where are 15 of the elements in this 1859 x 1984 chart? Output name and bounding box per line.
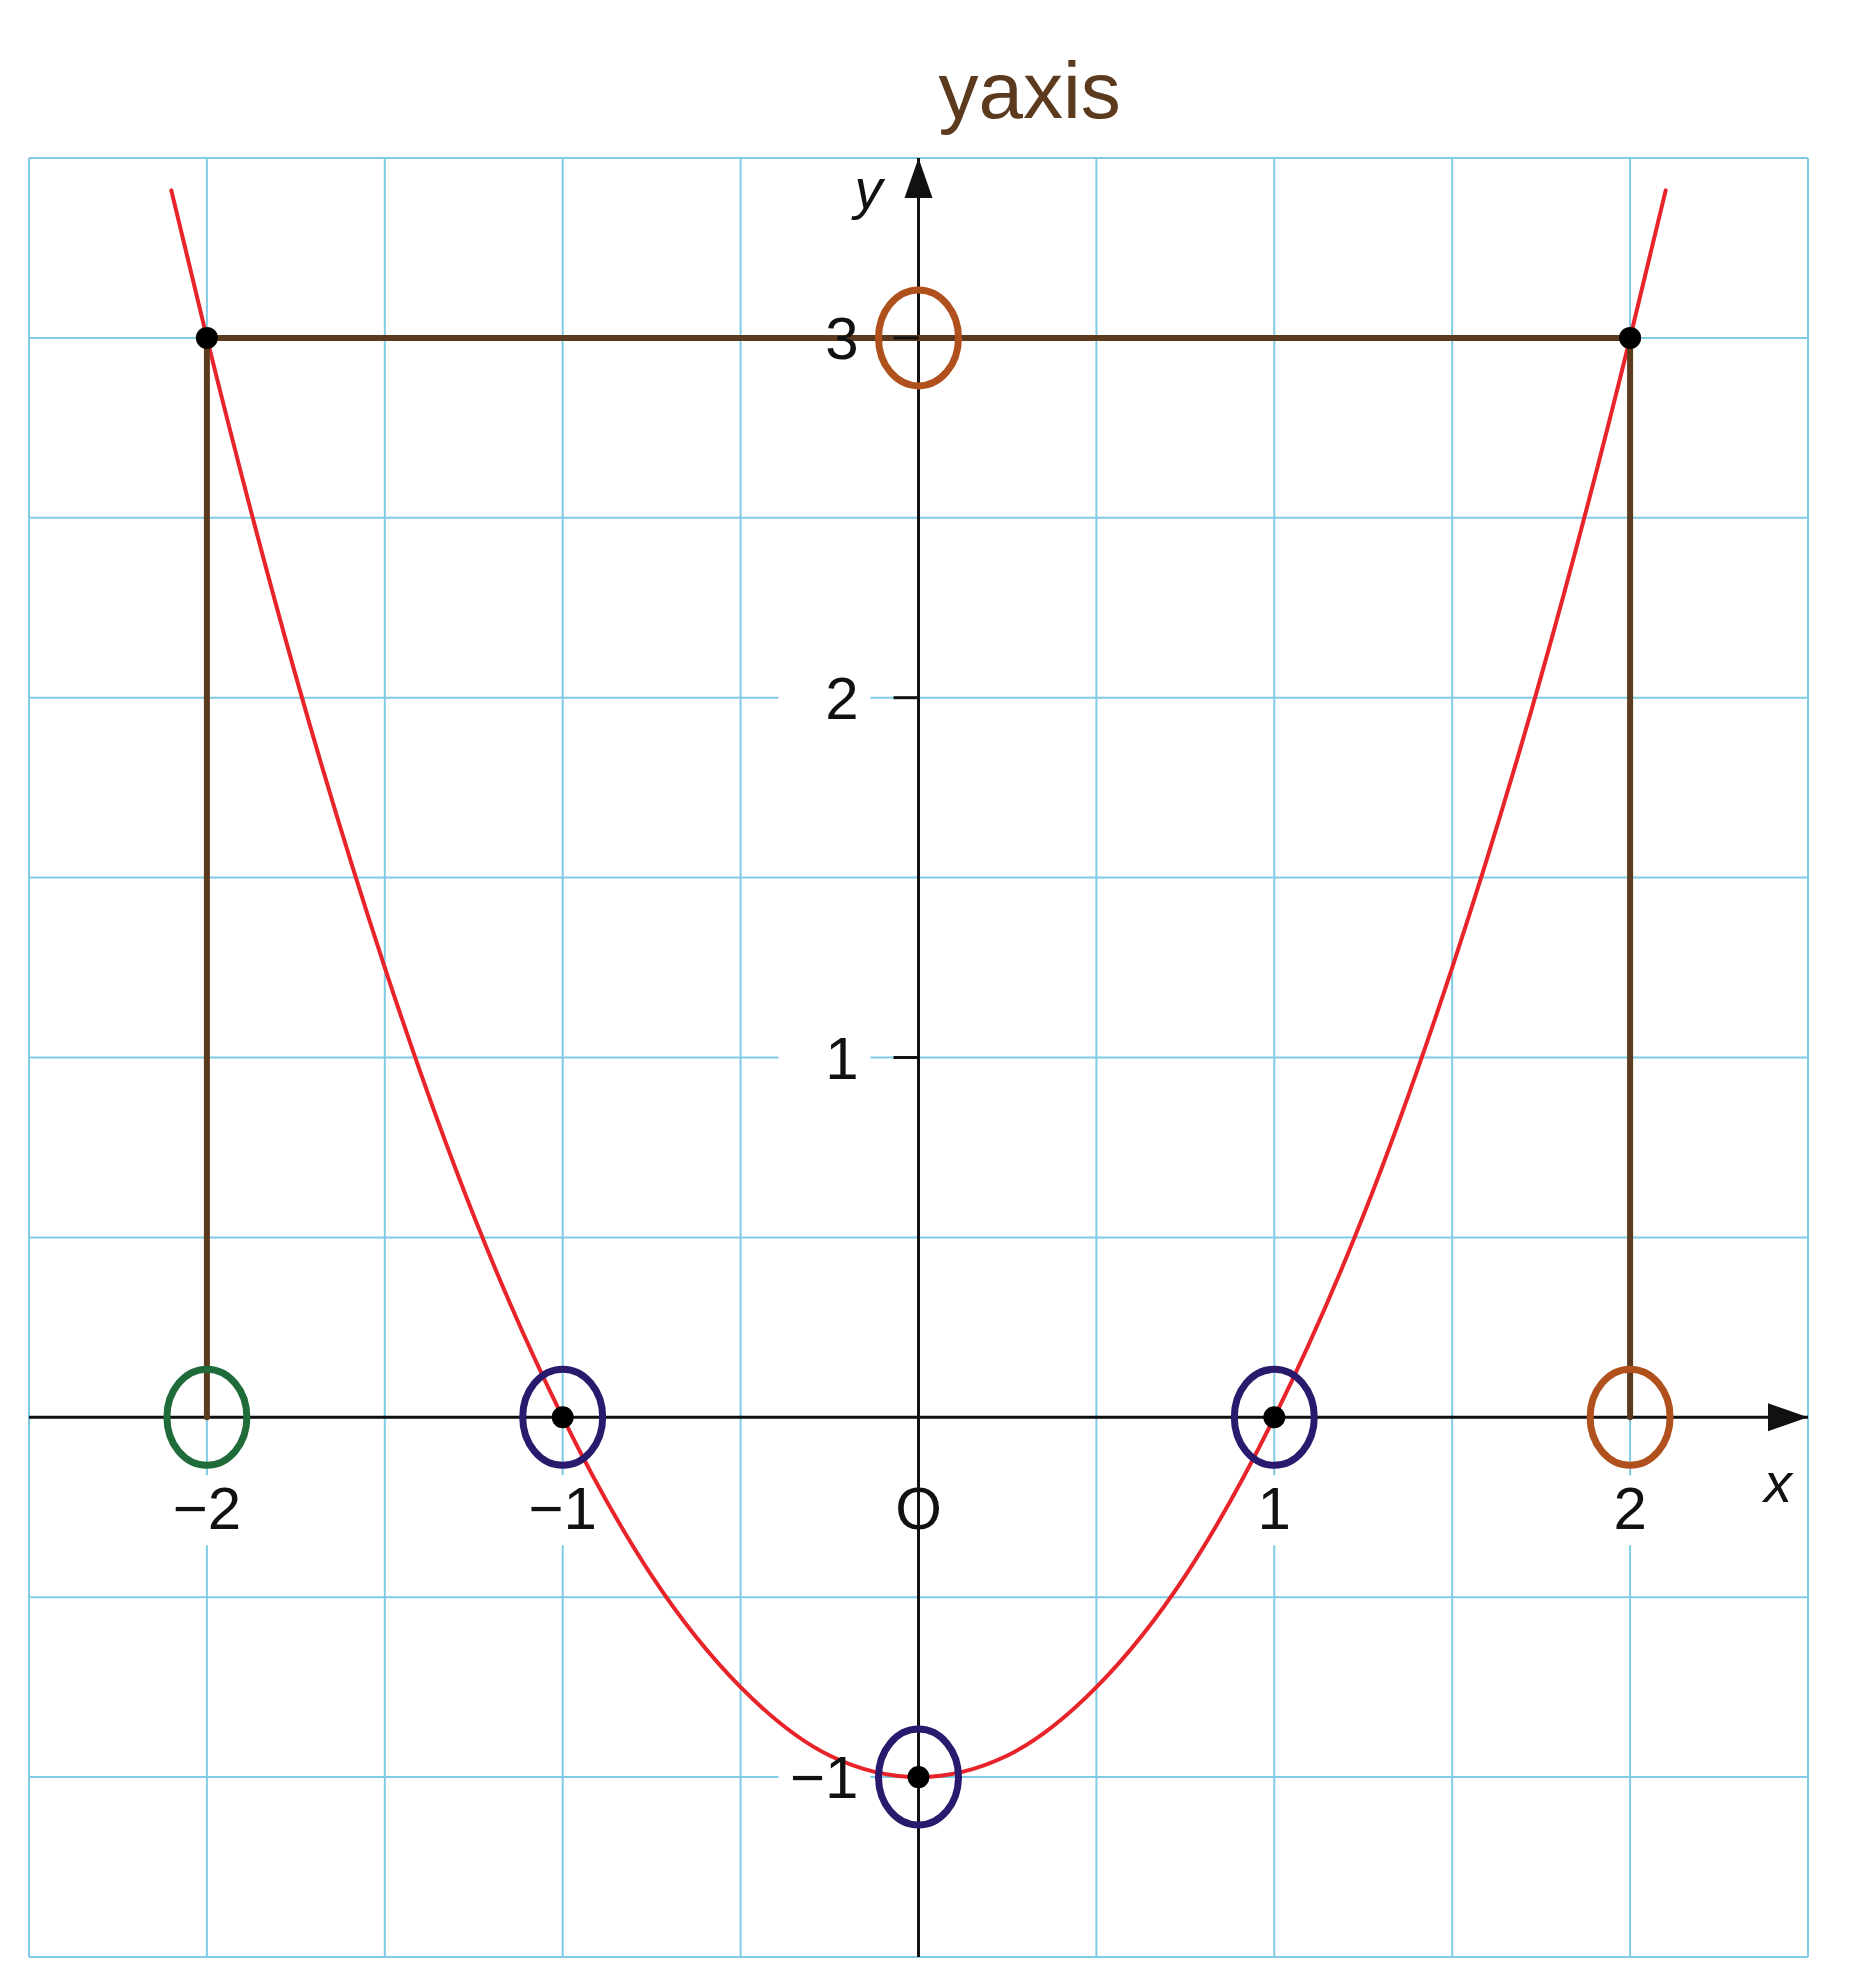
point — [907, 1766, 930, 1789]
x-axis-title: x — [1761, 1451, 1794, 1515]
point — [1619, 326, 1642, 349]
y-tick-label: −1 — [790, 1744, 859, 1812]
y-tick-label: 1 — [825, 1024, 859, 1092]
y-axis-title: y — [850, 157, 886, 220]
x-tick-label: −2 — [172, 1475, 242, 1543]
point — [195, 326, 218, 349]
point — [1263, 1406, 1286, 1429]
point — [551, 1406, 574, 1429]
y-tick-label: 2 — [825, 664, 859, 732]
x-tick-label: 1 — [1257, 1475, 1291, 1543]
x-tick-label: 2 — [1613, 1475, 1647, 1543]
x-tick-label: −1 — [528, 1475, 597, 1543]
text: yaxis — [938, 46, 1121, 135]
